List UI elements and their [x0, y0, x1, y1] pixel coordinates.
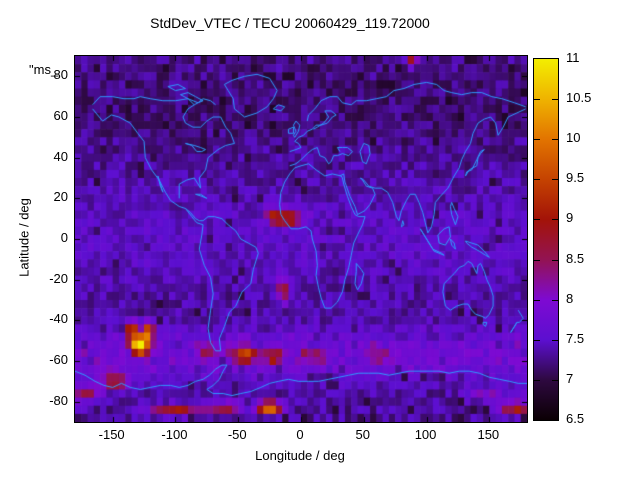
y-tick-label-60: 60: [53, 108, 68, 123]
colorbar-tick-mark: [534, 339, 540, 341]
colorbar-tick-mark: [552, 179, 558, 181]
colorbar-tick-mark: [552, 339, 558, 341]
y-tick-label-20: 20: [53, 189, 68, 205]
colorbar-tick-label-9: 9: [566, 210, 574, 226]
colorbar-tick-label-10: 10: [566, 130, 581, 146]
colorbar-tick-mark: [534, 259, 540, 261]
colorbar-tick-mark: [534, 219, 540, 221]
vtec-heatmap-canvas: [75, 56, 527, 422]
x-tick-label-150: 150: [477, 427, 500, 442]
x-tick-label--50: -50: [227, 427, 247, 442]
x-tick-label-0: 0: [296, 427, 304, 442]
x-tick-label-50: 50: [355, 427, 370, 442]
colorbar-tick-label-11: 11: [566, 50, 580, 65]
x-tick-label--150: -150: [98, 427, 125, 442]
colorbar-tick-mark: [552, 99, 558, 101]
x-tick-label-100: 100: [414, 427, 437, 442]
colorbar-tick-label-10.5: 10.5: [566, 90, 592, 106]
colorbar-tick-label-7: 7: [566, 370, 574, 386]
colorbar: [533, 58, 559, 421]
colorbar-tick-mark: [534, 299, 540, 301]
y-tick-label-80: 80: [53, 67, 68, 83]
colorbar-tick-mark: [534, 379, 540, 381]
y-tick-label--80: -80: [49, 392, 68, 408]
corner-artifact-text: "ms_: [29, 62, 59, 77]
colorbar-tick-mark: [552, 379, 558, 381]
y-tick-label-0: 0: [60, 230, 68, 245]
y-tick-label--20: -20: [49, 270, 68, 286]
colorbar-tick-label-7.5: 7.5: [566, 330, 585, 346]
colorbar-tick-mark: [552, 259, 558, 261]
colorbar-tick-mark: [552, 219, 558, 221]
y-tick-label--40: -40: [49, 311, 68, 327]
colorbar-tick-mark: [534, 139, 540, 141]
colorbar-tick-label-8: 8: [566, 290, 574, 306]
colorbar-tick-mark: [534, 99, 540, 101]
colorbar-tick-mark: [552, 299, 558, 301]
colorbar-tick-label-6.5: 6.5: [566, 411, 585, 426]
colorbar-tick-label-9.5: 9.5: [566, 170, 585, 186]
x-tick-label--100: -100: [161, 427, 188, 442]
plot-title: StdDev_VTEC / TECU 20060429_119.72000: [150, 15, 430, 31]
x-axis-label: Longitude / deg: [255, 448, 345, 463]
y-tick-label--60: -60: [49, 352, 68, 367]
colorbar-tick-mark: [534, 179, 540, 181]
map-plot-area: [74, 55, 528, 423]
colorbar-tick-label-8.5: 8.5: [566, 250, 585, 266]
colorbar-tick-mark: [552, 139, 558, 141]
y-tick-label-40: 40: [53, 148, 68, 164]
